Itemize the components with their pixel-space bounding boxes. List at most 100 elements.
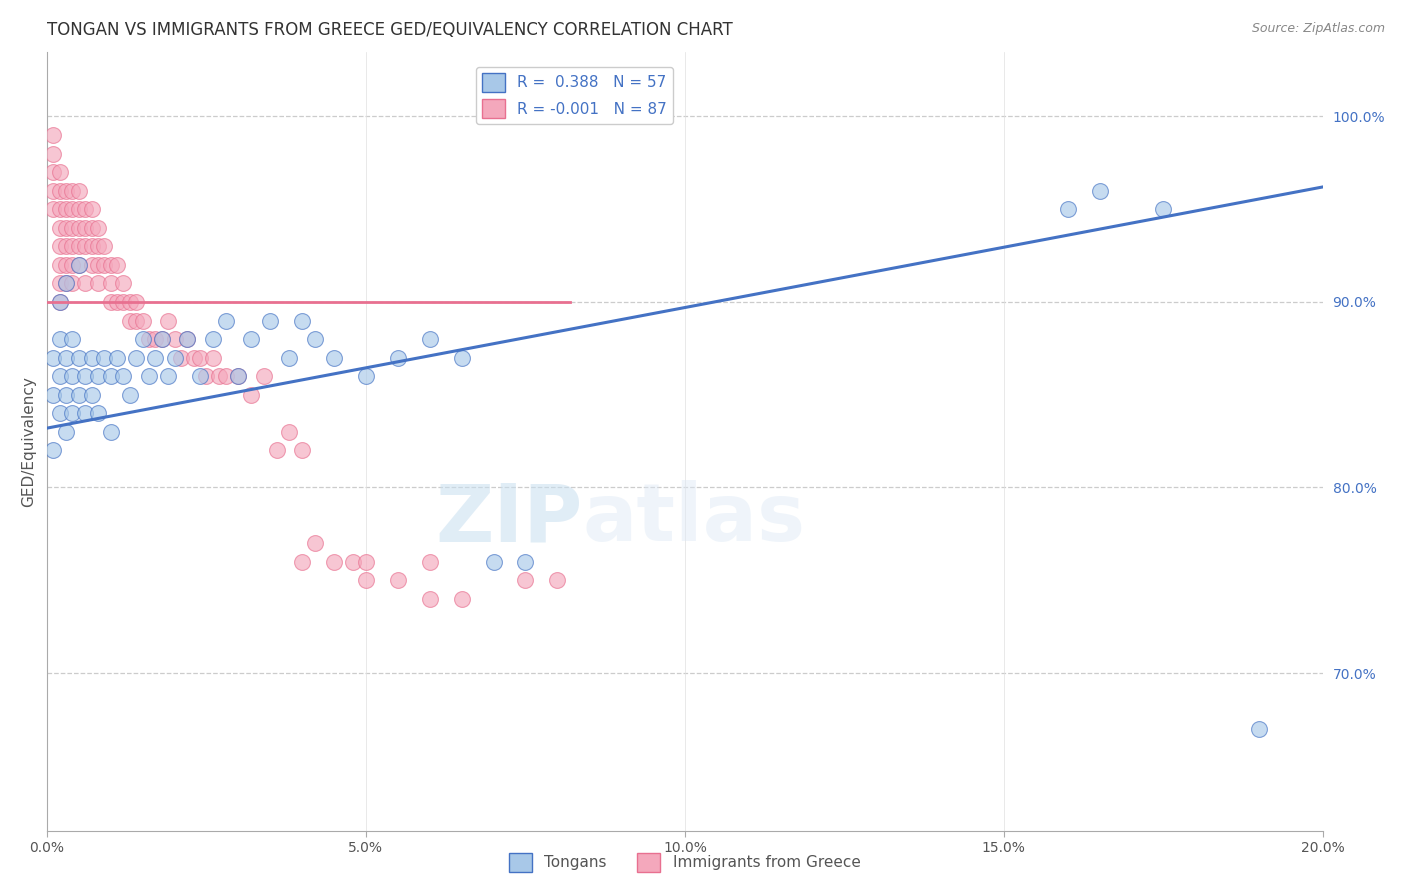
Point (67, 184, 90, 198)
Point (125, 351, 148, 365)
Point (105, 351, 128, 365)
Point (62, 258, 84, 272)
Point (183, 351, 205, 365)
Point (42, 351, 65, 365)
Point (55, 258, 77, 272)
Point (87, 406, 110, 420)
Point (515, 574, 537, 588)
Point (48, 202, 70, 217)
Point (62, 277, 84, 291)
Point (42, 184, 65, 198)
Point (342, 555, 364, 569)
Point (93, 239, 115, 253)
Point (87, 239, 110, 253)
Point (87, 369, 110, 384)
Point (80, 220, 103, 235)
Point (208, 369, 231, 384)
Point (125, 313, 148, 327)
Point (75, 277, 97, 291)
Point (118, 388, 141, 402)
Text: ZIP: ZIP (436, 480, 583, 558)
Point (138, 332, 160, 346)
Point (93, 258, 115, 272)
Point (125, 295, 148, 310)
Point (112, 277, 135, 291)
Point (278, 351, 301, 365)
Point (48, 165, 70, 179)
Point (42, 165, 65, 179)
Point (163, 351, 186, 365)
Point (62, 202, 84, 217)
Point (48, 220, 70, 235)
Point (105, 258, 128, 272)
Point (176, 332, 198, 346)
Point (176, 332, 198, 346)
Point (80, 258, 103, 272)
Text: Source: ZipAtlas.com: Source: ZipAtlas.com (1251, 22, 1385, 36)
Point (195, 369, 218, 384)
Point (55, 351, 77, 365)
Point (145, 332, 167, 346)
Point (150, 332, 173, 346)
Point (75, 369, 97, 384)
Point (291, 443, 314, 458)
Point (75, 220, 97, 235)
Point (253, 369, 276, 384)
Point (354, 369, 377, 384)
Point (1056, 202, 1078, 217)
Point (354, 574, 377, 588)
Point (62, 332, 84, 346)
Point (80, 239, 103, 253)
Point (150, 332, 173, 346)
Point (170, 351, 193, 365)
Legend: Tongans, Immigrants from Greece: Tongans, Immigrants from Greece (503, 847, 866, 878)
Point (75, 406, 97, 420)
Point (163, 332, 186, 346)
Point (201, 351, 224, 365)
Point (131, 332, 153, 346)
Point (450, 591, 472, 606)
Point (419, 591, 441, 606)
Point (48, 277, 70, 291)
Point (304, 536, 326, 550)
Point (157, 369, 180, 384)
Point (323, 351, 346, 365)
Point (419, 555, 441, 569)
Point (62, 406, 84, 420)
Point (42, 388, 65, 402)
Point (323, 555, 346, 569)
Point (100, 258, 122, 272)
Point (87, 258, 110, 272)
Point (75, 202, 97, 217)
Point (100, 425, 122, 439)
Point (55, 277, 77, 291)
Point (291, 555, 314, 569)
Point (419, 332, 441, 346)
Point (42, 146, 65, 161)
Point (62, 184, 84, 198)
Point (201, 332, 224, 346)
Point (112, 369, 135, 384)
Point (80, 351, 103, 365)
Point (55, 184, 77, 198)
Point (62, 220, 84, 235)
Point (145, 351, 167, 365)
Text: atlas: atlas (583, 480, 806, 558)
Point (188, 351, 211, 365)
Point (67, 388, 90, 402)
Point (1152, 202, 1174, 217)
Point (48, 406, 70, 420)
Point (387, 351, 409, 365)
Point (450, 351, 472, 365)
Point (515, 555, 537, 569)
Point (42, 443, 65, 458)
Point (105, 295, 128, 310)
Point (278, 425, 301, 439)
Point (387, 574, 409, 588)
Point (1088, 184, 1111, 198)
Point (48, 184, 70, 198)
Point (55, 220, 77, 235)
Point (214, 313, 236, 327)
Point (67, 239, 90, 253)
Point (228, 369, 250, 384)
